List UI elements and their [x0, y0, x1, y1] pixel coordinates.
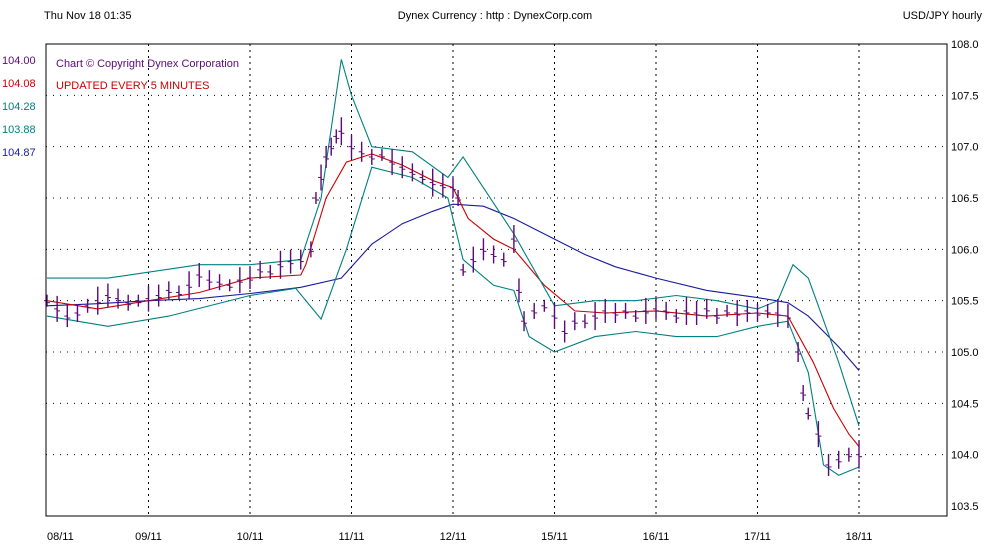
series-line-long-ma	[46, 203, 860, 371]
legend-value-bollinger-upper: 104.28	[2, 101, 36, 113]
y-tick-label: 107.5	[951, 90, 979, 102]
y-tick-label: 104.0	[951, 450, 979, 462]
legend-value-bollinger-lower: 103.88	[2, 124, 36, 136]
y-tick-label: 105.5	[951, 296, 979, 308]
x-tick-label: 10/11	[237, 531, 264, 543]
y-tick-label: 103.5	[951, 501, 979, 513]
y-tick-label: 106.0	[951, 244, 979, 256]
legend-value-short-ma: 104.08	[2, 78, 36, 90]
x-tick-label: 15/11	[541, 531, 568, 543]
x-tick-label: 16/11	[643, 531, 670, 543]
y-tick-label: 107.0	[951, 142, 979, 154]
update-note: UPDATED EVERY 5 MINUTES	[56, 80, 209, 92]
y-tick-label: 105.0	[951, 347, 979, 359]
y-tick-label: 106.5	[951, 193, 979, 205]
x-tick-label: 09/11	[135, 531, 162, 543]
y-tick-label: 104.5	[951, 398, 979, 410]
y-tick-label: 108.0	[951, 39, 979, 51]
x-tick-label: 11/11	[339, 531, 365, 543]
plot-frame	[45, 43, 948, 517]
axis-labels: 108.0 107.5 107.0 106.5 106.0 105.5 105.0 104.5…	[47, 39, 979, 543]
x-tick-label: 08/11	[47, 531, 74, 543]
header-source: Dynex Currency : http : DynexCorp.com	[397, 10, 593, 22]
legend-value-long-ma: 104.87	[2, 147, 36, 159]
x-tick-label: 12/11	[440, 531, 467, 543]
grid	[46, 44, 947, 516]
x-tick-label: 18/11	[846, 531, 873, 543]
legend-value-price: 104.00	[2, 55, 36, 67]
copyright-text: Chart © Copyright Dynex Corporation	[56, 58, 239, 70]
header-instrument: USD/JPY hourly	[902, 10, 982, 22]
series-layer	[44, 59, 862, 476]
x-tick-label: 17/11	[744, 531, 771, 543]
header-datetime: Thu Nov 18 01:35	[44, 10, 132, 22]
